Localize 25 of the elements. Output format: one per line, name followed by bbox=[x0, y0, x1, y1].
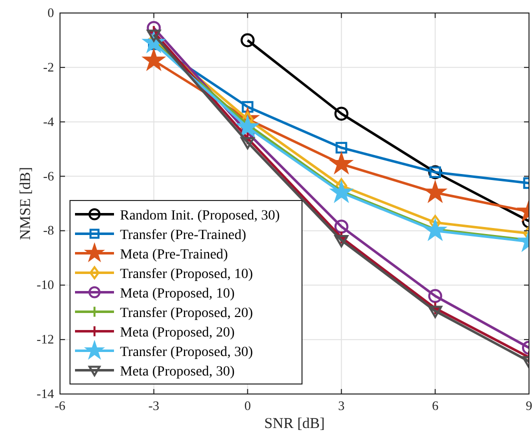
x-axis-title: SNR [dB] bbox=[264, 416, 325, 432]
y-tick-label: -14 bbox=[36, 386, 54, 401]
y-axis-title: NMSE [dB] bbox=[18, 167, 34, 240]
x-tick-label: -6 bbox=[54, 398, 66, 413]
legend-label: Transfer (Proposed, 30) bbox=[120, 344, 254, 360]
y-tick-label: -10 bbox=[36, 277, 54, 292]
y-tick-label: -6 bbox=[43, 168, 54, 184]
legend-label: Transfer (Proposed, 10) bbox=[120, 266, 254, 282]
legend-label: Meta (Proposed, 10) bbox=[120, 286, 236, 302]
legend-label: Meta (Proposed, 30) bbox=[120, 364, 236, 380]
y-tick-label: -12 bbox=[36, 332, 54, 347]
y-tick-label: -8 bbox=[43, 222, 54, 238]
x-tick-label: 3 bbox=[338, 398, 345, 413]
legend-label: Transfer (Pre-Trained) bbox=[120, 228, 246, 243]
legend-label: Meta (Pre-Trained) bbox=[120, 247, 228, 262]
y-tick-label: -4 bbox=[43, 114, 54, 129]
x-tick-label: 0 bbox=[244, 398, 251, 413]
legend-label: Transfer (Proposed, 20) bbox=[120, 306, 254, 321]
y-tick-label: 0 bbox=[48, 5, 54, 20]
x-tick-label: 9 bbox=[526, 398, 532, 413]
x-tick-label: 6 bbox=[432, 398, 439, 413]
legend-label: Meta (Proposed, 20) bbox=[120, 325, 236, 340]
y-tick-label: -2 bbox=[43, 59, 54, 74]
legend-label: Random Init. (Proposed, 30) bbox=[120, 208, 280, 224]
x-tick-label: -3 bbox=[148, 398, 160, 413]
